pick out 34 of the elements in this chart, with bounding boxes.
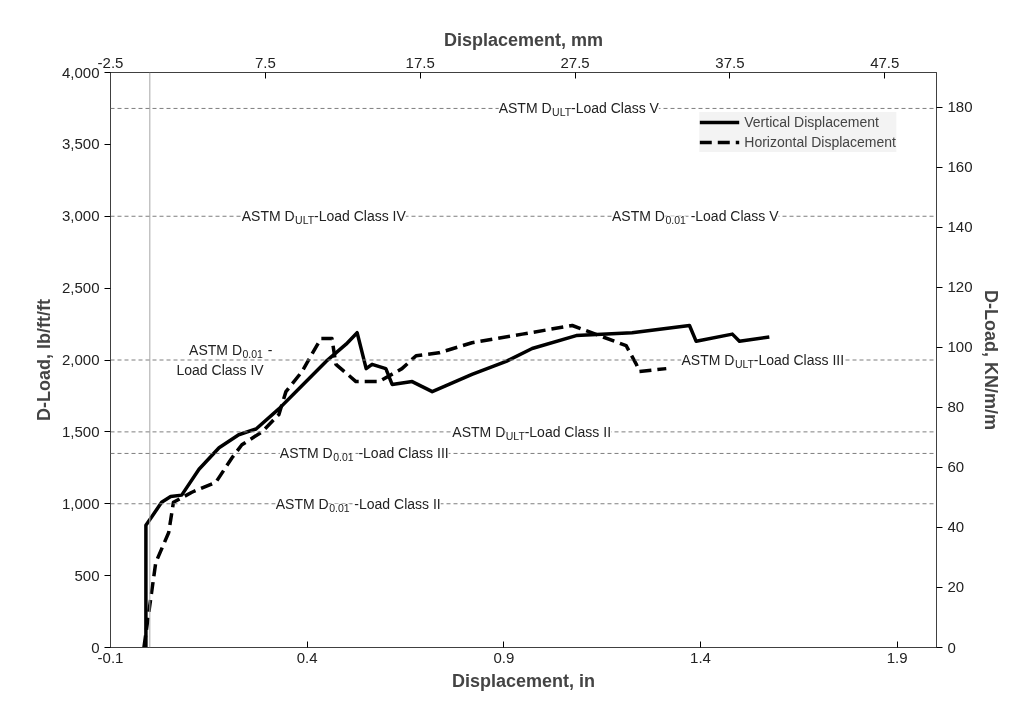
y-tick-label: 1,000	[61, 494, 100, 512]
x2-tick-label: 47.5	[870, 53, 900, 71]
x2-tick-label: 7.5	[254, 53, 276, 71]
y-axis-title: D-Load, lb/ft/ft	[33, 299, 54, 421]
y-tick-label: 0	[91, 638, 100, 656]
y-tick-label: 2,000	[61, 351, 100, 368]
y2-tick-label: 180	[947, 98, 973, 116]
x2-tick-label: 17.5	[405, 53, 435, 71]
y-tick-label: 2,500	[61, 279, 100, 297]
y-tick-label: 1,500	[61, 422, 100, 440]
x-tick-label: 1.9	[886, 648, 908, 666]
y2-tick-label: 140	[947, 218, 973, 236]
y2-tick-label: 120	[947, 278, 973, 296]
x-tick-label: 1.4	[690, 648, 711, 666]
x2-tick-label: 27.5	[560, 53, 590, 71]
y2-tick-label: 0	[947, 638, 956, 656]
x2-axis-title: Displacement, mm	[443, 29, 604, 50]
y2-tick-label: 40	[947, 518, 965, 536]
y2-tick-label: 80	[947, 398, 965, 416]
y2-tick-label: 160	[947, 158, 973, 176]
legend-label: Vertical Displacement	[744, 114, 879, 130]
x-tick-label: 0.9	[493, 648, 515, 666]
y-tick-label: 3,000	[61, 207, 100, 225]
y-tick-label: 500	[74, 566, 100, 584]
x2-tick-label: 37.5	[715, 53, 745, 71]
x-tick-label: 0.4	[296, 648, 318, 666]
x-axis-title: Displacement, in	[451, 670, 596, 691]
y2-tick-label: 100	[947, 338, 973, 356]
legend-label: Horizontal Displacement	[744, 134, 896, 150]
y2-axis-title: D-Load, KN/m/m	[980, 290, 1001, 431]
y2-tick-label: 20	[947, 578, 965, 596]
y2-tick-label: 60	[947, 458, 965, 476]
y-tick-label: 3,500	[61, 135, 100, 153]
y-tick-label: 4,000	[61, 63, 100, 81]
